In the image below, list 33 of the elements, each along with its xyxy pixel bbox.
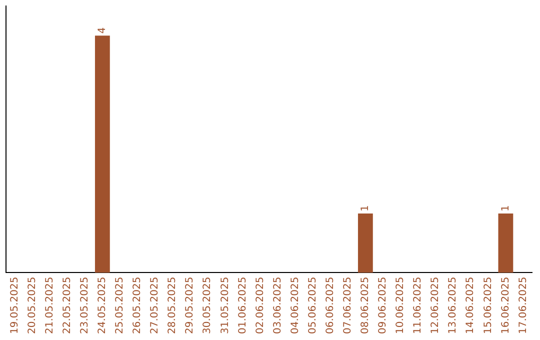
x-tick-label: 20.05.2025 — [26, 276, 38, 334]
x-tick-label: 29.05.2025 — [184, 276, 196, 334]
data-label: 4 — [97, 27, 108, 34]
x-tick-label: 17.06.2025 — [518, 276, 529, 334]
x-tick-label: 26.05.2025 — [132, 276, 144, 334]
x-tick-label: 06.06.2025 — [324, 276, 336, 334]
x-tick-label: 11.06.2025 — [412, 276, 424, 334]
x-tick-label: 01.06.2025 — [237, 276, 248, 334]
x-tick-label: 02.06.2025 — [254, 276, 266, 334]
x-tick-label: 13.06.2025 — [448, 276, 459, 334]
data-label: 1 — [500, 205, 512, 212]
x-tick-label: 24.05.2025 — [97, 276, 108, 334]
x-tick-label: 08.06.2025 — [360, 276, 372, 334]
x-tick-label: 23.05.2025 — [79, 276, 90, 334]
data-label: 1 — [360, 205, 372, 212]
x-tick-label: 22.05.2025 — [62, 276, 73, 334]
x-tick-label: 03.06.2025 — [272, 276, 284, 334]
x-tick-label: 27.05.2025 — [150, 276, 161, 334]
x-tick-label: 14.06.2025 — [465, 276, 476, 334]
x-tick-label: 25.05.2025 — [114, 276, 126, 334]
x-tick-label: 30.05.2025 — [202, 276, 214, 334]
x-tick-label: 09.06.2025 — [378, 276, 389, 334]
x-tick-label: 04.06.2025 — [290, 276, 301, 334]
x-tick-label: 12.06.2025 — [430, 276, 442, 334]
x-tick-label: 19.05.2025 — [9, 276, 20, 334]
x-tick-label: 15.06.2025 — [482, 276, 494, 334]
x-tick-label: 07.06.2025 — [342, 276, 354, 334]
x-tick-label: 10.06.2025 — [395, 276, 406, 334]
x-tick-label: 31.05.2025 — [220, 276, 231, 334]
x-tick-label: 28.05.2025 — [167, 276, 178, 334]
x-tick-label: 05.06.2025 — [307, 276, 318, 334]
x-tick-label: 21.05.2025 — [44, 276, 56, 334]
x-tick-label: 16.06.2025 — [500, 276, 512, 334]
